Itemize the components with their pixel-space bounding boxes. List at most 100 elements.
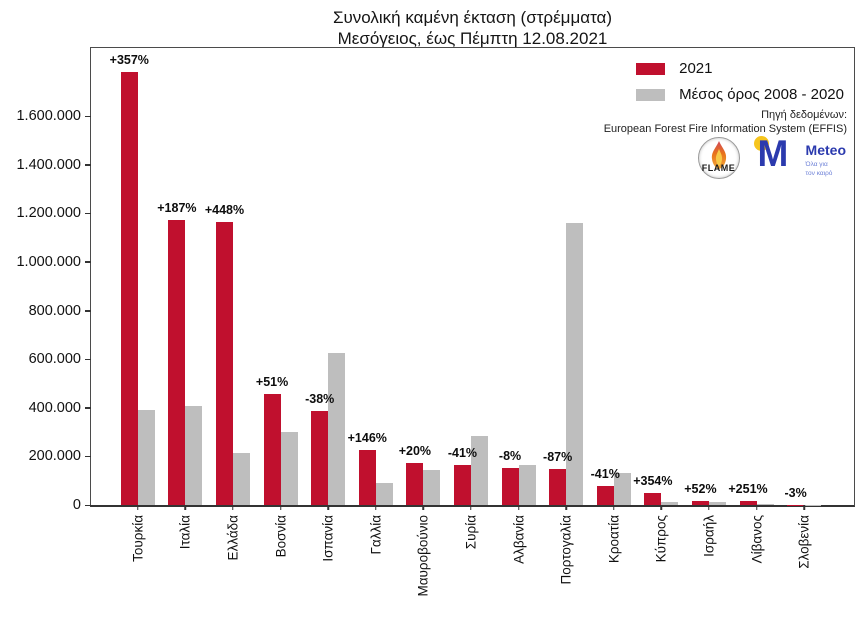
x-axis-label: Αλβανία xyxy=(510,515,526,564)
x-tick-mark xyxy=(184,505,187,510)
bar-group-14: +251% Λίβανος xyxy=(728,48,781,563)
meteo-tagline-line2: τον καιρό xyxy=(805,170,833,178)
meteo-m-letter: M xyxy=(757,133,789,174)
bar-average xyxy=(708,502,726,505)
y-tick-mark xyxy=(84,212,91,215)
bar-group-2: +187% Ιταλία xyxy=(157,48,210,549)
pct-change-label: +51% xyxy=(255,375,289,390)
bar-pair xyxy=(501,464,536,505)
x-tick-mark xyxy=(517,505,520,510)
bar-group-1: +357% Τουρκία xyxy=(110,48,162,562)
x-tick-mark xyxy=(327,505,329,510)
bar-group-6: +146% Γαλλία xyxy=(348,48,400,555)
x-tick-mark xyxy=(375,505,377,510)
bar-2021 xyxy=(549,468,567,505)
source-line2: European Forest Fire Information System … xyxy=(603,123,847,136)
bar-2021 xyxy=(644,492,662,505)
plot-area: +357% Τουρκία +187% Ιταλία +448% Ελλάδα +51% Βο… xyxy=(16,47,855,597)
bar-2021 xyxy=(691,501,709,505)
logos: FLAME M Meteo Όλα για τον καιρό xyxy=(697,133,846,180)
y-tick-label: 1.600.000 xyxy=(16,108,81,125)
bars-area: +357% Τουρκία +187% Ιταλία +448% Ελλάδα +51% Βο… xyxy=(110,48,828,597)
x-tick-mark xyxy=(137,505,139,510)
x-tick-mark xyxy=(232,505,234,510)
bar-2021 xyxy=(215,221,233,505)
bar-pair xyxy=(215,221,250,505)
pct-change-label: -41% xyxy=(447,445,478,460)
y-tick-mark xyxy=(84,261,91,263)
y-tick-label: 1.000.000 xyxy=(16,253,81,270)
chart-title-line1: Συνολική καμένη έκταση (στρέμματα) xyxy=(332,8,613,27)
pct-change-label: +20% xyxy=(398,444,432,459)
y-tick-mark xyxy=(84,310,91,312)
pct-change-label: -87% xyxy=(543,449,573,464)
bar-2021 xyxy=(311,410,329,505)
pct-change-label: -3% xyxy=(784,485,807,500)
x-tick-mark xyxy=(612,505,615,510)
bar-average xyxy=(756,503,774,505)
meteo-m-icon: M xyxy=(753,133,800,180)
y-tick-label: 1.200.000 xyxy=(16,205,81,222)
meteo-sun-icon xyxy=(753,136,769,151)
x-tick-mark xyxy=(470,505,472,510)
pct-change-label: +357% xyxy=(109,53,149,68)
legend: 2021 Μέσος όρος 2008 - 2020 xyxy=(636,60,844,103)
bar-pair xyxy=(120,72,155,505)
x-axis-label: Βοσνία xyxy=(272,515,288,558)
x-axis-label: Γαλλία xyxy=(368,515,384,555)
x-axis-label: Ελλάδα xyxy=(225,515,241,561)
bar-group-4: +51% Βοσνία xyxy=(255,48,305,557)
bar-pair xyxy=(549,223,584,505)
y-tick-label: 1.400.000 xyxy=(16,156,81,173)
pct-change-label: +52% xyxy=(684,482,717,497)
legend-swatch-2021-icon xyxy=(636,62,666,75)
bar-2021 xyxy=(120,72,138,505)
bar-pair xyxy=(453,436,488,505)
x-axis-label: Ισραήλ xyxy=(701,515,717,557)
bar-group-15: -3% Σλοβενία xyxy=(780,48,828,569)
bar-pair xyxy=(263,394,298,505)
legend-row-avg: Μέσος όρος 2008 - 2020 xyxy=(636,86,844,103)
bar-2021 xyxy=(406,463,424,505)
x-tick-mark xyxy=(708,505,710,510)
meteo-tagline-line1: Όλα για xyxy=(805,161,828,168)
pct-change-label: +146% xyxy=(347,431,387,446)
chart-title-line2: Μεσόγειος, έως Πέμπτη 12.08.2021 xyxy=(337,29,608,49)
x-tick-mark xyxy=(660,505,663,510)
x-axis-label: Τουρκία xyxy=(130,515,146,562)
chart-title: Συνολική καμένη έκταση (στρέμματα) Μεσόγ… xyxy=(90,7,855,50)
bar-group-9: -8% Αλβανία xyxy=(495,48,543,564)
y-tick-label: 200.000 xyxy=(28,448,81,465)
source-note: Πηγή δεδομένων: European Forest Fire Inf… xyxy=(604,108,847,137)
bar-pair xyxy=(358,450,393,505)
flame-logo: FLAME xyxy=(697,137,740,179)
source-line1: Πηγή δεδομένων: xyxy=(761,109,847,121)
bar-group-3: +448% Ελλάδα xyxy=(205,48,257,560)
y-tick-mark xyxy=(84,504,91,506)
legend-swatch-avg-icon xyxy=(636,88,666,101)
bar-pair xyxy=(311,353,346,505)
meteo-logo: M Meteo Όλα για τον καιρό xyxy=(753,133,846,180)
x-axis-label: Ιταλία xyxy=(177,515,193,550)
bar-average xyxy=(470,436,488,505)
y-tick-mark xyxy=(84,115,91,118)
bar-average xyxy=(423,470,441,505)
x-tick-mark xyxy=(279,505,282,510)
pct-change-label: -41% xyxy=(590,467,620,482)
bar-group-8: -41% Συρία xyxy=(447,48,495,549)
bar-group-11: -41% Κροατία xyxy=(590,48,638,563)
pct-change-label: +251% xyxy=(728,482,768,497)
bar-average xyxy=(280,431,298,505)
bar-average xyxy=(518,464,536,505)
bar-average xyxy=(328,353,346,505)
legend-row-2021: 2021 xyxy=(636,60,844,77)
x-tick-mark xyxy=(422,505,425,510)
x-axis-label: Μαυροβούνιο xyxy=(415,515,431,597)
meteo-logo-label: Meteo xyxy=(805,142,846,158)
bar-pair xyxy=(644,492,679,505)
flame-icon xyxy=(711,141,726,169)
bar-2021 xyxy=(453,464,471,505)
x-axis-label: Σλοβενία xyxy=(796,515,812,569)
pct-change-label: -8% xyxy=(498,449,522,464)
